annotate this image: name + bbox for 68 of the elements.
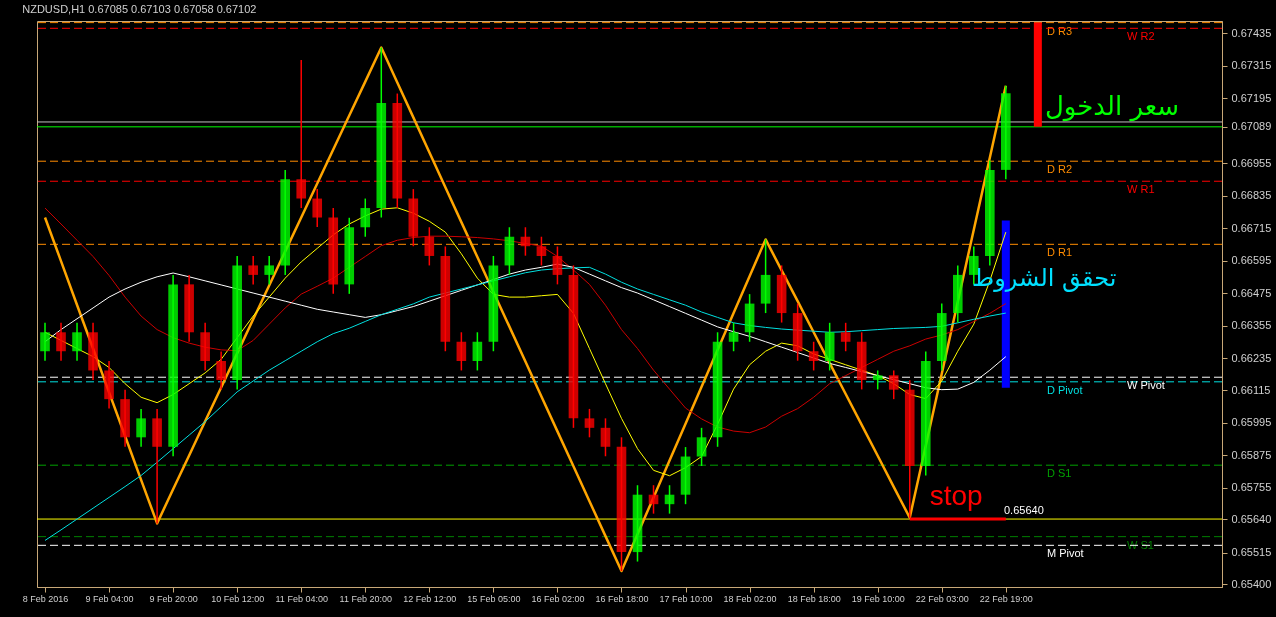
candlestick: [552, 245, 563, 286]
annotation: 0.65640: [1004, 504, 1044, 517]
x-tick-label: 9 Feb 20:00: [149, 593, 198, 604]
chart-title: NZDUSD,H1 0.67085 0.67103 0.67058 0.67102: [22, 3, 257, 15]
ref-line-label: D R2: [1047, 163, 1073, 176]
y-tick-label: 0.67195: [1231, 91, 1272, 104]
x-tick-label: 16 Feb 02:00: [531, 593, 585, 604]
x-tick-label: 16 Feb 18:00: [595, 593, 649, 604]
candlestick: [456, 331, 467, 372]
ref-line-label: M Pivot: [1047, 547, 1084, 560]
x-tick-label: 22 Feb 19:00: [979, 593, 1033, 604]
candlestick: [360, 197, 371, 238]
x-tick-label: 8 Feb 2016: [22, 593, 69, 604]
candlestick: [872, 369, 883, 391]
candlestick: [72, 322, 82, 362]
ref-line-label: D R1: [1047, 246, 1073, 259]
y-tick-label: 0.65995: [1231, 416, 1272, 429]
y-tick-label: 0.66355: [1231, 319, 1272, 332]
candlestick: [728, 322, 739, 352]
candlestick: [584, 408, 595, 439]
y-tick-label: 0.65875: [1231, 448, 1272, 461]
candlestick: [840, 322, 851, 352]
x-tick-label: 17 Feb 10:00: [659, 593, 713, 604]
x-tick-label: 12 Feb 12:00: [403, 593, 457, 604]
y-tick-label: 0.65515: [1231, 546, 1272, 559]
x-tick-label: 19 Feb 10:00: [851, 593, 905, 604]
candlestick: [312, 188, 323, 228]
ref-line-label: W R2: [1127, 30, 1155, 43]
x-tick-label: 18 Feb 18:00: [787, 593, 841, 604]
ref-line-label: D S1: [1047, 467, 1072, 480]
y-tick-label: 0.67435: [1231, 26, 1272, 39]
candlestick: [216, 350, 226, 391]
candlestick: [136, 408, 146, 448]
y-tick-label: 0.66475: [1231, 286, 1272, 299]
candlestick: [888, 369, 899, 400]
y-tick-label: 0.66955: [1231, 156, 1272, 169]
x-tick-label: 9 Feb 04:00: [85, 593, 134, 604]
candlestick: [808, 341, 819, 372]
candlestick: [696, 427, 707, 467]
candlestick: [472, 331, 483, 372]
y-tick-label: 0.65400: [1231, 577, 1272, 590]
y-tick-label: 0.67089: [1231, 120, 1272, 133]
y-tick-label: 0.66595: [1231, 254, 1272, 267]
ref-line-label: W Pivot: [1127, 379, 1165, 392]
y-tick-label: 0.66235: [1231, 351, 1272, 364]
candlestick: [264, 255, 274, 286]
y-tick-label: 0.66715: [1231, 221, 1272, 234]
x-tick-label: 18 Feb 02:00: [723, 593, 777, 604]
x-tick-label: 11 Feb 20:00: [339, 593, 392, 604]
y-tick-label: 0.65640: [1231, 512, 1272, 525]
candlestick: [536, 235, 547, 267]
series-label: stop: [929, 480, 983, 512]
ref-line-label: W R1: [1127, 183, 1155, 196]
x-tick-label: 22 Feb 03:00: [915, 593, 969, 604]
y-tick-label: 0.65755: [1231, 481, 1272, 494]
x-tick-label: 11 Feb 04:00: [275, 593, 328, 604]
ref-line-label: D Pivot: [1047, 383, 1083, 396]
y-tick-label: 0.66835: [1231, 189, 1272, 202]
x-tick-label: 10 Feb 12:00: [211, 593, 265, 604]
y-tick-label: 0.66115: [1231, 383, 1271, 396]
y-tick-label: 0.67315: [1231, 59, 1272, 72]
candlestick: [40, 322, 50, 362]
candlestick: [56, 322, 66, 362]
ref-line-label: سعر الدخول: [1044, 90, 1180, 122]
candlestick: [424, 226, 435, 267]
candlestick: [248, 255, 258, 286]
x-tick-label: 15 Feb 05:00: [467, 593, 521, 604]
candlestick: [600, 417, 611, 458]
